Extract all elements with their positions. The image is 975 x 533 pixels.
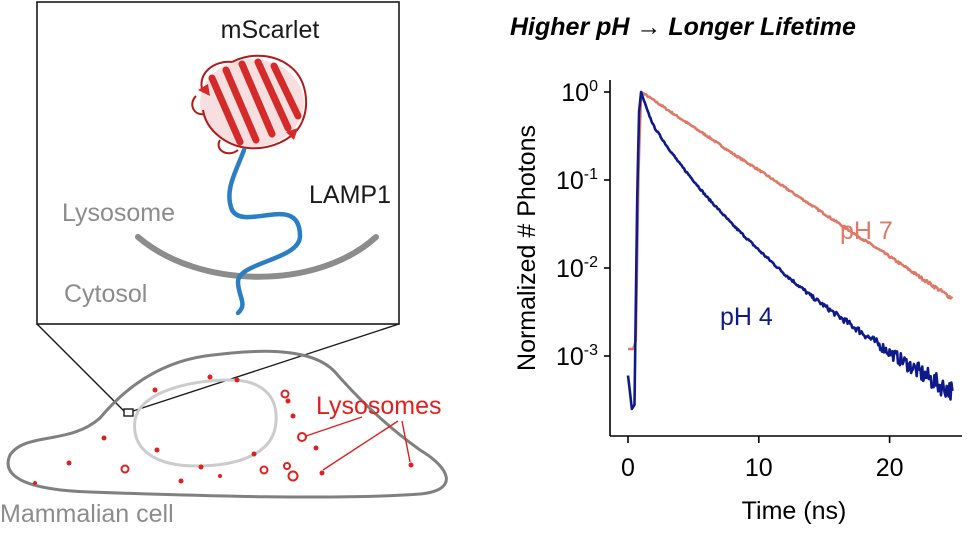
lifetime-chart: Higher pH → Longer Lifetime Normalized #… <box>510 13 962 525</box>
lysosome-membrane <box>135 234 379 280</box>
series-label-ph4: pH 4 <box>720 303 773 331</box>
cytosol-label: Cytosol <box>64 280 147 308</box>
lamp1-linker <box>227 147 303 316</box>
series-line-ph7 <box>627 90 954 351</box>
series-layer <box>626 90 954 411</box>
lumen-label: Lysosome <box>62 199 175 227</box>
chart-title: Higher pH → Longer Lifetime <box>510 13 856 41</box>
x-tick-label: 10 <box>745 454 773 482</box>
nucleus <box>133 378 278 468</box>
linker-label: LAMP1 <box>309 181 391 209</box>
x-tick-label: 20 <box>876 454 904 482</box>
y-tick-label: 10-1 <box>556 166 598 195</box>
zoom-line-right <box>132 323 400 412</box>
x-axis-label: Time (ns) <box>742 497 847 525</box>
series-label-ph7: pH 7 <box>840 217 893 245</box>
lysosome-rings <box>120 389 307 482</box>
lysosome-dots <box>33 374 414 485</box>
y-tick-label: 10-2 <box>556 254 598 283</box>
y-axis-label: Normalized # Photons <box>513 125 541 371</box>
protein-label: mScarlet <box>221 16 320 44</box>
series-line-ph4 <box>626 90 954 411</box>
y-tick-label: 100 <box>561 78 598 107</box>
inset-panel: mScarlet <box>36 1 400 412</box>
mammalian-cell: Lysosomes Mammalian cell <box>0 349 448 528</box>
protein-structure-icon <box>191 54 308 155</box>
cell-label: Mammalian cell <box>0 500 174 528</box>
x-axis-ticks: 0 10 20 <box>621 436 904 482</box>
y-tick-label: 10-3 <box>556 342 598 371</box>
zoom-line-left <box>36 323 125 412</box>
cell-membrane <box>6 349 448 499</box>
zoom-box <box>123 408 134 417</box>
y-axis-ticks: 100 10-1 10-2 10-3 <box>556 78 610 371</box>
x-tick-label: 0 <box>621 454 635 482</box>
lysosomes-label: Lysosomes <box>316 392 442 420</box>
lysosome-pointers <box>305 416 411 471</box>
